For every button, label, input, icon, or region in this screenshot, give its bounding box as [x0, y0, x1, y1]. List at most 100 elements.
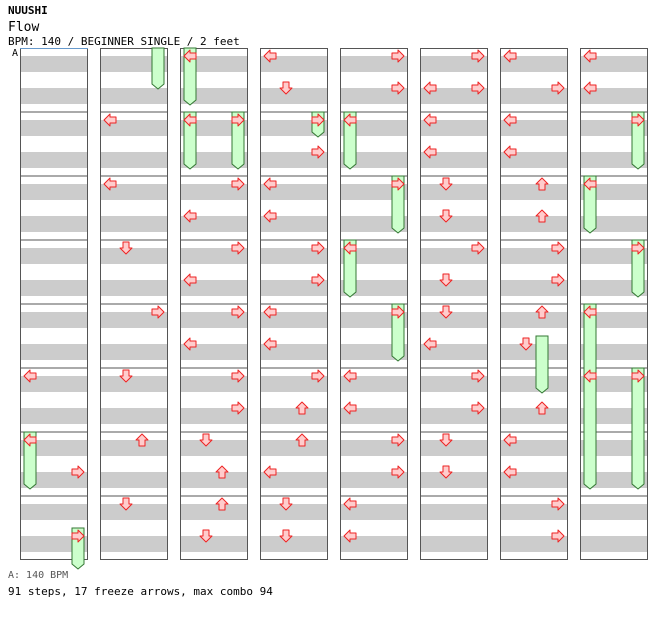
- step-arrow-left-icon: [423, 337, 437, 351]
- beat-stripe: [500, 280, 568, 296]
- freeze-arrow: [343, 239, 357, 298]
- freeze-arrow: [231, 111, 245, 170]
- step-arrow-left-icon: [103, 177, 117, 191]
- beat-stripe: [100, 312, 168, 328]
- step-arrow-left-icon: [263, 177, 277, 191]
- beat-stripe: [500, 312, 568, 328]
- beat-stripe: [180, 536, 248, 552]
- step-arrow-down-icon: [199, 529, 213, 543]
- beat-stripe: [420, 184, 488, 200]
- step-arrow-down-icon: [439, 209, 453, 223]
- step-arrow-right-icon: [391, 49, 405, 63]
- step-arrow-down-icon: [519, 337, 533, 351]
- beat-stripe: [180, 120, 248, 136]
- beat-stripe: [180, 504, 248, 520]
- step-arrow-left-icon: [263, 49, 277, 63]
- beat-stripe: [420, 536, 488, 552]
- step-arrow-left-icon: [183, 209, 197, 223]
- beat-stripe: [100, 88, 168, 104]
- step-arrow-right-icon: [231, 241, 245, 255]
- beat-stripe: [180, 56, 248, 72]
- beat-stripe: [20, 344, 88, 360]
- freeze-arrow: [391, 303, 405, 362]
- step-arrow-right-icon: [391, 81, 405, 95]
- beat-stripe: [260, 472, 328, 488]
- step-arrow-down-icon: [439, 433, 453, 447]
- beat-stripe: [100, 184, 168, 200]
- beat-stripe: [500, 88, 568, 104]
- chart-column-border: [580, 48, 648, 560]
- beat-stripe: [500, 408, 568, 424]
- step-arrow-up-icon: [215, 497, 229, 511]
- chart-column-border: [180, 48, 248, 560]
- step-arrow-down-icon: [279, 81, 293, 95]
- beat-stripe: [340, 408, 408, 424]
- step-arrow-right-icon: [231, 305, 245, 319]
- step-arrow-down-icon: [279, 529, 293, 543]
- freeze-arrow: [343, 111, 357, 170]
- beat-stripe: [180, 440, 248, 456]
- freeze-arrow: [391, 175, 405, 234]
- step-arrow-down-icon: [279, 497, 293, 511]
- step-arrow-left-icon: [503, 465, 517, 479]
- step-arrow-right-icon: [311, 145, 325, 159]
- beat-stripe: [420, 56, 488, 72]
- beat-stripe: [340, 184, 408, 200]
- chart-summary: 91 steps, 17 freeze arrows, max combo 94: [8, 585, 273, 598]
- beat-stripe: [580, 472, 648, 488]
- beat-stripe: [100, 152, 168, 168]
- step-arrow-right-icon: [631, 241, 645, 255]
- step-arrow-left-icon: [583, 369, 597, 383]
- beat-stripe: [500, 536, 568, 552]
- song-title: Flow: [8, 20, 40, 35]
- step-arrow-left-icon: [263, 209, 277, 223]
- step-arrow-right-icon: [231, 369, 245, 383]
- step-arrow-down-icon: [119, 369, 133, 383]
- beat-stripe: [20, 472, 88, 488]
- beat-stripe: [260, 216, 328, 232]
- step-arrow-left-icon: [503, 433, 517, 447]
- beat-stripe: [20, 120, 88, 136]
- step-arrow-left-icon: [23, 369, 37, 383]
- beat-stripe: [340, 56, 408, 72]
- beat-stripe: [260, 120, 328, 136]
- beat-stripe: [260, 440, 328, 456]
- beat-stripe: [340, 216, 408, 232]
- beat-stripe: [340, 88, 408, 104]
- beat-stripe: [580, 440, 648, 456]
- step-arrow-left-icon: [183, 49, 197, 63]
- beat-stripe: [500, 56, 568, 72]
- freeze-arrow: [631, 367, 645, 490]
- step-arrow-left-icon: [183, 273, 197, 287]
- step-arrow-right-icon: [71, 529, 85, 543]
- step-arrow-left-icon: [423, 113, 437, 127]
- freeze-arrow: [23, 431, 37, 490]
- chart-column-border: [340, 48, 408, 560]
- step-arrow-right-icon: [311, 273, 325, 287]
- beat-stripe: [20, 312, 88, 328]
- step-arrow-left-icon: [423, 145, 437, 159]
- step-arrow-left-icon: [583, 81, 597, 95]
- chart-title: NUUSHI: [8, 4, 48, 17]
- beat-stripe: [20, 408, 88, 424]
- step-arrow-down-icon: [439, 305, 453, 319]
- step-arrow-right-icon: [551, 81, 565, 95]
- step-arrow-left-icon: [583, 49, 597, 63]
- beat-stripe: [180, 280, 248, 296]
- freeze-arrow: [631, 111, 645, 170]
- chart-column-border: [260, 48, 328, 560]
- step-arrow-left-icon: [343, 369, 357, 383]
- step-arrow-right-icon: [391, 433, 405, 447]
- step-arrow-right-icon: [551, 497, 565, 511]
- beat-stripe: [340, 280, 408, 296]
- beat-stripe: [20, 280, 88, 296]
- step-arrow-left-icon: [183, 337, 197, 351]
- step-arrow-down-icon: [439, 177, 453, 191]
- step-arrow-right-icon: [551, 241, 565, 255]
- step-arrow-right-icon: [471, 241, 485, 255]
- step-arrow-right-icon: [231, 113, 245, 127]
- beat-stripe: [420, 216, 488, 232]
- beat-stripe: [580, 184, 648, 200]
- step-arrow-up-icon: [535, 305, 549, 319]
- beat-stripe: [420, 152, 488, 168]
